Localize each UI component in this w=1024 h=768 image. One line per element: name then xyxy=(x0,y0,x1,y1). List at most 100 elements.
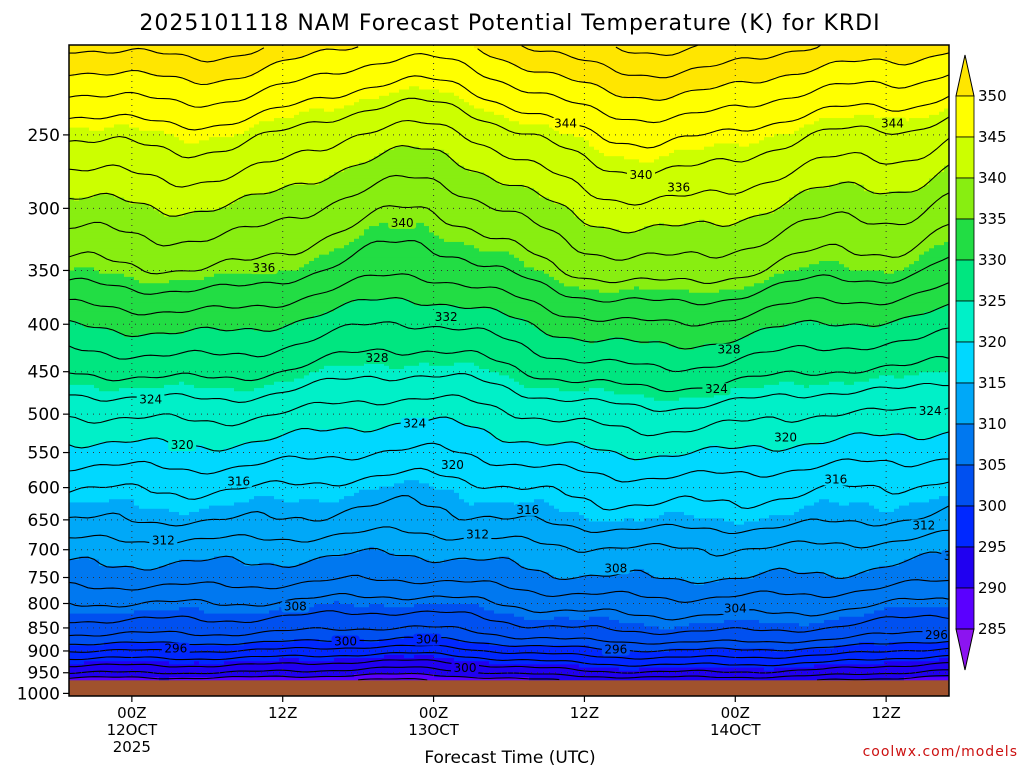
colorbar-tick-label: 315 xyxy=(978,374,1007,392)
theta-band-cell xyxy=(69,108,310,113)
theta-band-cell xyxy=(274,496,345,500)
theta-band-cell xyxy=(644,518,725,523)
theta-band-cell xyxy=(784,448,949,453)
theta-band-cell xyxy=(409,86,420,91)
theta-band-cell xyxy=(414,604,480,608)
theta-band-cell xyxy=(774,273,949,278)
theta-band-cell xyxy=(489,369,949,373)
theta-band-cell xyxy=(69,324,85,329)
y-tick-label: 400 xyxy=(28,315,60,335)
theta-band-cell xyxy=(69,397,655,402)
theta-band-cell xyxy=(69,673,355,678)
contour-label-bg xyxy=(463,528,492,541)
theta-band-cell xyxy=(674,626,949,631)
theta-band-cell xyxy=(524,264,810,268)
theta-band-cell xyxy=(69,416,435,421)
theta-band-cell xyxy=(69,426,345,430)
theta-band-cell xyxy=(74,73,155,78)
theta-band-cell xyxy=(69,540,949,545)
theta-band-cell xyxy=(344,168,470,173)
theta-band-cell xyxy=(69,600,335,605)
theta-band-cell xyxy=(639,229,949,234)
theta-band-cell xyxy=(894,270,949,275)
theta-band-cell xyxy=(69,248,335,253)
theta-band-cell xyxy=(194,384,265,389)
theta-band-cell xyxy=(389,365,405,370)
theta-band-cell xyxy=(69,486,380,491)
theta-band-cell xyxy=(249,499,285,504)
theta-band-cell xyxy=(384,550,949,554)
theta-band-cell xyxy=(374,429,490,434)
theta-band-cell xyxy=(69,251,330,256)
theta-band-cell xyxy=(889,321,949,326)
theta-band-cell xyxy=(239,327,255,332)
theta-band-cell xyxy=(754,575,835,580)
theta-band-cell xyxy=(759,327,949,332)
theta-band-cell xyxy=(934,245,949,249)
theta-band-cell xyxy=(509,60,830,65)
y-tick-label: 250 xyxy=(28,126,60,146)
theta-band-cell xyxy=(69,283,565,288)
theta-band-cell xyxy=(239,559,310,564)
theta-band-cell xyxy=(689,289,720,294)
plot-area: 3443443403403403363363363323323283283243… xyxy=(69,45,949,696)
theta-band-cell xyxy=(69,639,295,643)
theta-band-cell xyxy=(474,362,949,367)
theta-band-cell xyxy=(314,315,510,319)
theta-band-cell xyxy=(514,613,865,618)
theta-band-cell xyxy=(314,604,355,608)
theta-band-cell xyxy=(809,70,949,75)
theta-band-cell xyxy=(909,315,949,319)
theta-band-cell xyxy=(69,410,949,415)
theta-band-cell xyxy=(69,553,345,558)
theta-band-cell xyxy=(844,435,915,440)
theta-band-cell xyxy=(784,203,949,208)
theta-band-cell xyxy=(459,419,949,424)
theta-band-cell xyxy=(69,508,170,513)
theta-band-cell xyxy=(439,235,949,240)
theta-band-cell xyxy=(344,245,475,249)
theta-band-cell xyxy=(69,349,949,354)
theta-band-cell xyxy=(384,654,405,659)
contour-label-text: 340 xyxy=(391,216,414,230)
theta-band-cell xyxy=(849,267,905,272)
theta-band-cell xyxy=(654,575,755,580)
theta-band-cell xyxy=(769,276,949,281)
theta-band-cell xyxy=(69,442,100,446)
theta-band-cell xyxy=(69,191,270,195)
credit-link[interactable]: coolwx.com/models xyxy=(863,744,1018,760)
colorbar-tick-label: 350 xyxy=(978,87,1007,105)
colorbar-tick-label: 345 xyxy=(978,128,1007,146)
theta-band-cell xyxy=(879,375,895,380)
theta-band-cell xyxy=(404,654,415,659)
theta-band-cell xyxy=(809,187,865,192)
theta-band-cell xyxy=(69,604,315,608)
theta-band-cell xyxy=(644,394,715,399)
theta-band-cell xyxy=(829,381,845,386)
theta-band-cell xyxy=(69,448,210,453)
theta-band-cell xyxy=(69,162,360,167)
contour-label-bg xyxy=(249,262,278,275)
contour-label-text: 340 xyxy=(630,168,653,182)
colorbar-swatch xyxy=(955,136,975,179)
theta-band-cell xyxy=(919,254,949,259)
theta-band-cell xyxy=(789,200,949,205)
theta-band-cell xyxy=(719,445,745,450)
contour-label-bg xyxy=(771,431,800,444)
theta-band-cell xyxy=(99,562,170,567)
colorbar-swatch xyxy=(955,382,975,425)
contour-label: 308 xyxy=(281,600,310,614)
contour-label-bg xyxy=(601,562,630,575)
contour-label: 296 xyxy=(601,643,630,657)
theta-band-cell xyxy=(69,153,380,157)
theta-band-cell xyxy=(614,92,680,97)
theta-band-cell xyxy=(69,372,310,376)
theta-band-cell xyxy=(459,496,940,500)
theta-band-cell xyxy=(619,667,640,672)
theta-band-cell xyxy=(69,346,680,351)
theta-band-cell xyxy=(69,70,125,75)
theta-band-cell xyxy=(349,426,385,430)
theta-band-cell xyxy=(359,162,460,167)
theta-band-cell xyxy=(419,146,595,151)
theta-band-cell xyxy=(84,661,170,666)
